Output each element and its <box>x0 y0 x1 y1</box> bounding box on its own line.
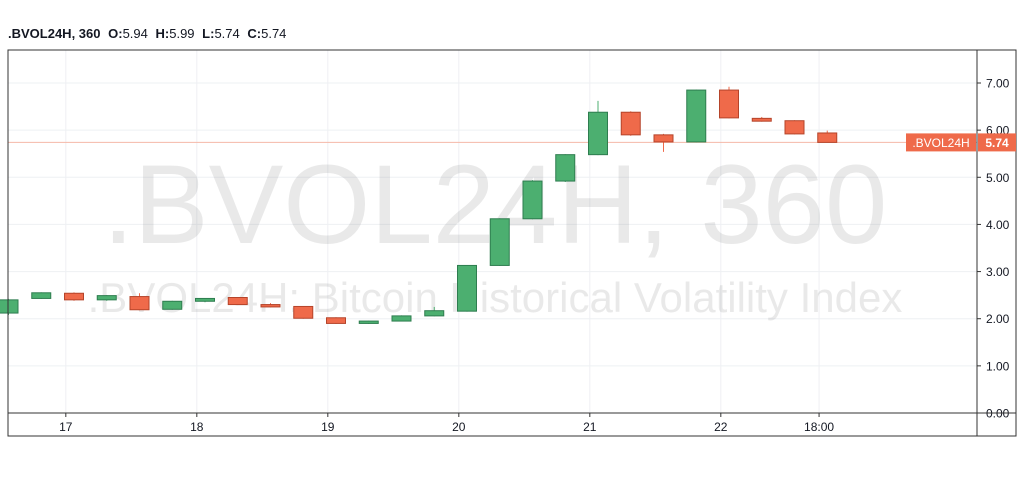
time-tick-label: 19 <box>321 420 335 434</box>
candle-up <box>489 218 510 266</box>
grid <box>8 50 977 414</box>
candle-up <box>31 292 52 299</box>
candle-down <box>817 132 838 143</box>
time-tick-label: 22 <box>714 420 728 434</box>
price-tick-label: 3.00 <box>986 265 1010 279</box>
watermark: .BVOL24H, 360 .BVOL24H: Bitcoin Historic… <box>88 142 903 321</box>
candle-up <box>457 264 477 312</box>
candle-down <box>620 111 641 136</box>
price-axis[interactable]: 0.001.002.003.004.005.006.007.00 <box>976 50 1010 436</box>
candle-down <box>784 120 805 135</box>
candle-down <box>719 89 739 119</box>
last-price-tag <box>978 133 1016 152</box>
time-tick-label: 18:00 <box>804 420 834 434</box>
legend-high-value: 5.99 <box>169 26 195 41</box>
time-axis[interactable]: 17 18 19 20 21 22 18:00 <box>8 412 1016 434</box>
candle-down <box>64 292 84 301</box>
price-tags: .BVOL24H 5.74 <box>906 133 1016 152</box>
legend-low-label: L: <box>202 26 215 41</box>
candle-up <box>358 320 379 324</box>
price-tick-label: 7.00 <box>986 77 1010 91</box>
candle-down <box>751 117 772 122</box>
plot-frame <box>7 49 1017 437</box>
candle-up <box>424 310 445 317</box>
candle-down <box>653 134 674 143</box>
candle-up <box>162 300 183 310</box>
watermark-description: .BVOL24H: Bitcoin Historical Volatility … <box>88 274 903 321</box>
legend-low-value: 5.74 <box>214 26 240 41</box>
candle-up <box>96 295 117 301</box>
series-name-tag <box>906 133 976 152</box>
legend-open-value: 5.94 <box>122 26 148 41</box>
chart-legend: .BVOL24H, 360 O:5.94 H:5.99 L:5.74 C:5.7… <box>8 26 286 41</box>
candle-up <box>522 180 543 220</box>
candle-up <box>195 297 215 302</box>
candle-down <box>260 304 281 308</box>
candle-up <box>391 315 412 322</box>
time-tick-label: 18 <box>190 420 204 434</box>
candle-down <box>293 305 314 319</box>
candle-down <box>326 317 346 324</box>
price-tick-label: 2.00 <box>986 312 1010 326</box>
candle-up <box>0 299 19 314</box>
candle-down <box>129 296 150 311</box>
time-tick-label: 20 <box>452 420 466 434</box>
candle-down <box>227 297 248 306</box>
price-tick-label: 1.00 <box>986 359 1010 373</box>
candle-up <box>588 111 608 156</box>
candle-up <box>686 89 707 143</box>
last-price-tag-label: 5.74 <box>985 136 1009 150</box>
legend-close-value: 5.74 <box>261 26 287 41</box>
legend-close-label: C: <box>247 26 262 41</box>
legend-open-label: O: <box>108 26 123 41</box>
legend-symbol: .BVOL24H, 360 <box>8 26 101 41</box>
series-name-tag-label: .BVOL24H <box>912 136 969 150</box>
candles <box>0 86 838 324</box>
price-tick-label: 5.00 <box>986 171 1010 185</box>
time-tick-label: 21 <box>583 420 597 434</box>
candle-up <box>555 154 576 182</box>
price-tick-label: 4.00 <box>986 218 1010 232</box>
legend-high-label: H: <box>155 26 170 41</box>
time-tick-label: 17 <box>59 420 73 434</box>
